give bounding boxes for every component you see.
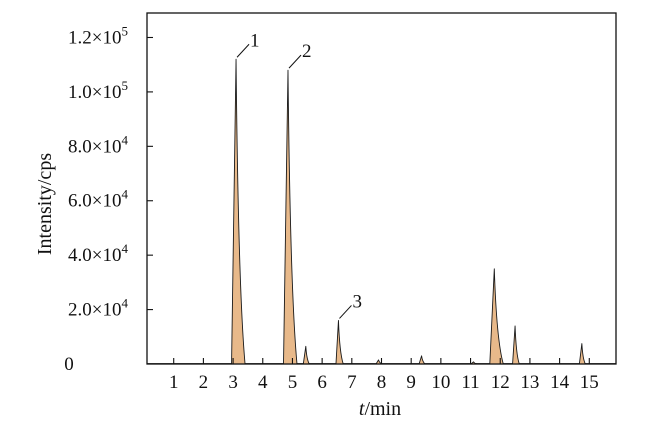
y-axis-label: Intensity/cps <box>34 153 56 255</box>
peak-label: 2 <box>302 41 312 62</box>
peak-label-leader <box>288 54 302 69</box>
x-tick-label: 6 <box>317 372 327 393</box>
x-tick-label: 12 <box>491 372 510 393</box>
x-tick-label: 10 <box>431 372 450 393</box>
y-tick-label: 4.0×104 <box>68 241 128 266</box>
peak-4 <box>335 320 344 365</box>
peak-10 <box>578 343 586 365</box>
x-tick-label: 13 <box>520 372 539 393</box>
x-tick-label: 7 <box>347 372 357 393</box>
y-tick-label: 1.0×105 <box>68 78 128 103</box>
peak-1 <box>231 58 246 365</box>
x-tick-label: 11 <box>461 372 479 393</box>
x-tick-label: 5 <box>288 372 298 393</box>
x-axis-label: t/min <box>359 398 401 420</box>
peak-label: 1 <box>250 30 260 51</box>
x-axis-label-symbol: t <box>359 398 365 420</box>
y-tick-label: 0 <box>64 354 74 375</box>
y-tick-label: 2.0×104 <box>68 296 128 321</box>
x-tick-label: 1 <box>169 372 179 393</box>
peak-labels: 1 2 3 <box>236 30 362 319</box>
peak-6 <box>418 355 426 365</box>
x-tick-label: 2 <box>199 372 209 393</box>
x-tick-label: 9 <box>406 372 416 393</box>
peak-9 <box>512 325 520 365</box>
y-tick-label: 8.0×104 <box>68 132 128 157</box>
peak-label-leader <box>339 305 352 319</box>
plot-area <box>147 58 616 365</box>
y-tick-label: 6.0×104 <box>68 187 128 212</box>
x-tick-label: 4 <box>258 372 268 393</box>
peak-label: 3 <box>352 291 362 312</box>
x-tick-label: 3 <box>228 372 238 393</box>
y-tick-label: 1.2×105 <box>68 23 128 48</box>
x-axis-label-unit: /min <box>364 398 401 420</box>
y-axis: 0 2.0×104 4.0×104 6.0×104 8.0×104 1.0×105 1.2×… <box>64 23 153 375</box>
peak-8 <box>489 268 504 365</box>
peak-label-leader <box>236 43 250 58</box>
plot-frame <box>146 12 617 365</box>
x-tick-label: 14 <box>550 372 570 393</box>
peak-2 <box>283 69 298 365</box>
x-tick-label: 15 <box>580 372 599 393</box>
peak-3 <box>302 345 310 365</box>
x-axis: 1 2 3 4 5 6 7 8 9 10 11 12 13 14 15 <box>169 358 599 393</box>
x-tick-label: 8 <box>377 372 387 393</box>
